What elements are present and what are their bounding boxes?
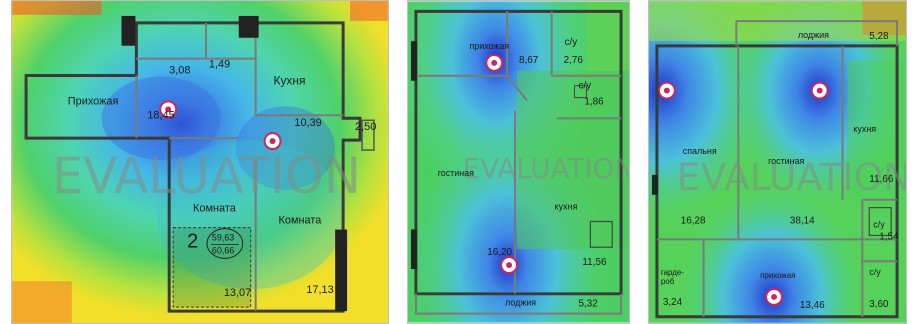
floorplan-panel-3: EVALUATION лоджия спальня гостиная кухня… xyxy=(648,0,907,324)
router-icon xyxy=(263,132,282,151)
area-label: 13,46 xyxy=(800,300,825,311)
room-label-kitchen: Кухня xyxy=(274,73,306,87)
router-icon xyxy=(810,81,829,100)
floorplan-panel-2: EVALUATION прихожая с/у с/у гостиная кух… xyxy=(407,0,630,324)
heatmap-plan-2: EVALUATION прихожая с/у с/у гостиная кух… xyxy=(408,1,629,323)
router-icon xyxy=(159,100,178,119)
area-label: 10,39 xyxy=(294,117,321,129)
room-label-loggia: лоджия xyxy=(505,298,536,308)
area-label: 17,13 xyxy=(306,284,333,296)
router-icon xyxy=(500,256,519,274)
room-label-room1: Комната xyxy=(193,203,237,215)
apartment-rooms-count: 2 xyxy=(187,230,198,252)
room-label-kitchen: кухня xyxy=(555,202,578,212)
area-label: 2,50 xyxy=(355,121,376,133)
area-label: 1,49 xyxy=(209,59,230,71)
room-label-bath2: с/у xyxy=(869,267,881,277)
area-label: 11,66 xyxy=(869,174,894,185)
room-label-bath2: с/у xyxy=(578,81,591,92)
router-icon xyxy=(657,81,676,100)
router-icon xyxy=(765,288,783,306)
area-label: 8,67 xyxy=(519,55,539,66)
area-label: 5,32 xyxy=(578,299,598,310)
room-label-bath1: с/у xyxy=(873,219,885,229)
apartment-area-total: 60,66 xyxy=(212,245,234,255)
room-label-hall: Прихожая xyxy=(68,95,119,107)
room-label-kitchen: кухня xyxy=(853,124,876,134)
heatmap-plan-3: EVALUATION лоджия спальня гостиная кухня… xyxy=(649,1,906,323)
heatmap-plan-1: EVALUATION Прихожая Кухня Комната Комнат… xyxy=(12,1,388,323)
watermark-text: EVALUATION xyxy=(52,147,361,205)
area-label: 1,86 xyxy=(584,97,604,108)
area-label: 11,56 xyxy=(582,257,607,268)
room-label-bedroom: спальня xyxy=(683,146,717,156)
floorplan-panel-1: EVALUATION Прихожая Кухня Комната Комнат… xyxy=(11,0,389,324)
room-label-living: гостиная xyxy=(768,156,804,166)
room-label-wardrobe: гарде-роб xyxy=(661,268,684,286)
watermark-text: EVALUATION xyxy=(677,155,906,199)
router-icon xyxy=(485,53,504,72)
room-label-living: гостиная xyxy=(438,168,474,178)
area-label: 16,28 xyxy=(681,216,706,227)
area-label: 3,08 xyxy=(169,65,190,77)
area-label: 5,28 xyxy=(869,31,889,42)
watermark-text: EVALUATION xyxy=(463,152,629,185)
area-label: 3,24 xyxy=(663,297,683,308)
area-label: 16,20 xyxy=(487,247,512,258)
area-label: 2,76 xyxy=(564,55,584,66)
room-label-loggia: лоджия xyxy=(798,30,829,40)
area-label: 3,60 xyxy=(869,299,889,310)
area-label: 1,54 xyxy=(879,231,899,242)
area-label: 13,07 xyxy=(224,287,251,299)
room-label-hall: прихожая xyxy=(469,41,509,51)
room-label-room2: Комната xyxy=(279,215,323,227)
apartment-area-living: 59,63 xyxy=(212,233,234,243)
area-label: 38,14 xyxy=(790,216,815,227)
room-label-bath1: с/у xyxy=(565,37,578,48)
room-label-hall: прихожая xyxy=(760,271,795,280)
area-label: 18,45 xyxy=(147,109,174,121)
